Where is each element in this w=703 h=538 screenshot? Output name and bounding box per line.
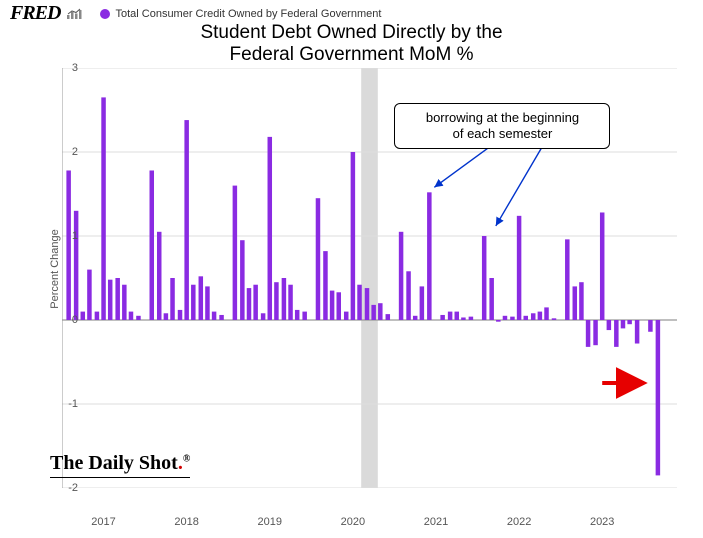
y-tick-label: -2 bbox=[68, 482, 78, 494]
title-line-2: Federal Government MoM % bbox=[200, 44, 502, 66]
x-tick-label: 2018 bbox=[174, 516, 198, 528]
x-tick-label: 2022 bbox=[507, 516, 531, 528]
y-tick-label: 3 bbox=[72, 62, 78, 74]
y-tick-label: -1 bbox=[68, 398, 78, 410]
y-tick-label: 2 bbox=[72, 146, 78, 158]
y-tick-label: 1 bbox=[72, 230, 78, 242]
attribution-text: The Daily Shot bbox=[50, 452, 178, 474]
x-tick-label: 2019 bbox=[258, 516, 282, 528]
x-tick-label: 2021 bbox=[424, 516, 448, 528]
legend-marker bbox=[100, 9, 110, 19]
legend-label: Total Consumer Credit Owned by Federal G… bbox=[115, 8, 381, 20]
fred-logo: FRED bbox=[10, 2, 60, 25]
legend: Total Consumer Credit Owned by Federal G… bbox=[100, 8, 381, 20]
title-line-1: Student Debt Owned Directly by the bbox=[200, 22, 502, 43]
y-tick-label: 0 bbox=[72, 314, 78, 326]
x-tick-label: 2023 bbox=[590, 516, 614, 528]
y-axis-label: Percent Change bbox=[49, 229, 61, 309]
x-tick-label: 2017 bbox=[91, 516, 115, 528]
annotation-box: borrowing at the beginningof each semest… bbox=[394, 103, 610, 150]
x-tick-label: 2020 bbox=[341, 516, 365, 528]
fred-chart-icon bbox=[66, 8, 84, 20]
chart-title: Student Debt Owned Directly by the Feder… bbox=[200, 22, 502, 66]
attribution: The Daily Shot.® bbox=[50, 452, 190, 478]
